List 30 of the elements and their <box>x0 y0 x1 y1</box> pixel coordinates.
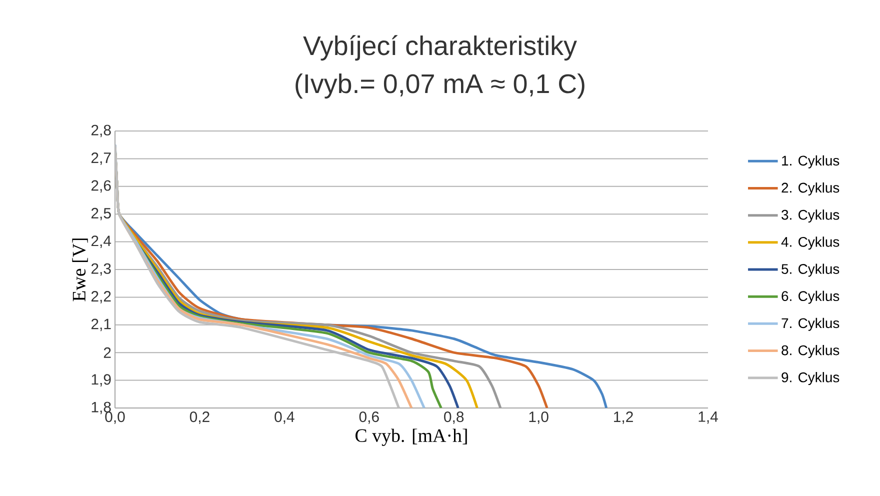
y-tick-label: 1,9 <box>92 374 111 386</box>
x-tick-label: 0,8 <box>444 412 464 424</box>
chart-title: Vybíjecí charakteristiky <box>303 35 577 61</box>
legend-label: 7. Cyklus <box>782 318 840 331</box>
x-tick-label: 1,2 <box>614 412 633 424</box>
legend-label: 4. Cyklus <box>781 236 840 250</box>
x-tick-label: 0,2 <box>190 412 210 424</box>
x-tick-label: 1,0 <box>529 412 548 424</box>
legend-label: 2. Cyklus <box>782 182 840 196</box>
y-tick-label: 2 <box>104 347 111 358</box>
y-tick-label: 2,2 <box>91 291 111 304</box>
legend-label: 1. Cyklus <box>782 155 840 168</box>
x-tick-label: 1,4 <box>698 412 718 424</box>
legend-label: 3. Cyklus <box>782 210 840 223</box>
x-axis-title: C vyb. [mA·h] <box>356 428 467 446</box>
x-tick-label: 0,4 <box>274 412 294 424</box>
y-tick-label: 2,7 <box>91 152 111 165</box>
y-tick-label: 2,5 <box>91 208 111 220</box>
y-tick-label: 2,8 <box>91 124 111 138</box>
legend-label: 6. Cyklus <box>782 290 840 304</box>
x-tick-label: 0,6 <box>359 412 379 424</box>
y-tick-label: 2,1 <box>91 318 111 332</box>
legend-label: 8. Cyklus <box>782 344 840 358</box>
y-tick-label: 2,4 <box>91 236 112 248</box>
chart-subtitle: (Ivyb.= 0,07 mA ≈ 0,1 C) <box>296 73 584 99</box>
y-tick-label: 2,3 <box>91 263 111 276</box>
y-axis-title: Ewe [V] <box>72 238 88 302</box>
legend-label: 5. Cyklus <box>782 264 840 277</box>
y-tick-label: 2,6 <box>91 180 111 193</box>
legend-label: 9. Cyklus <box>782 372 840 386</box>
